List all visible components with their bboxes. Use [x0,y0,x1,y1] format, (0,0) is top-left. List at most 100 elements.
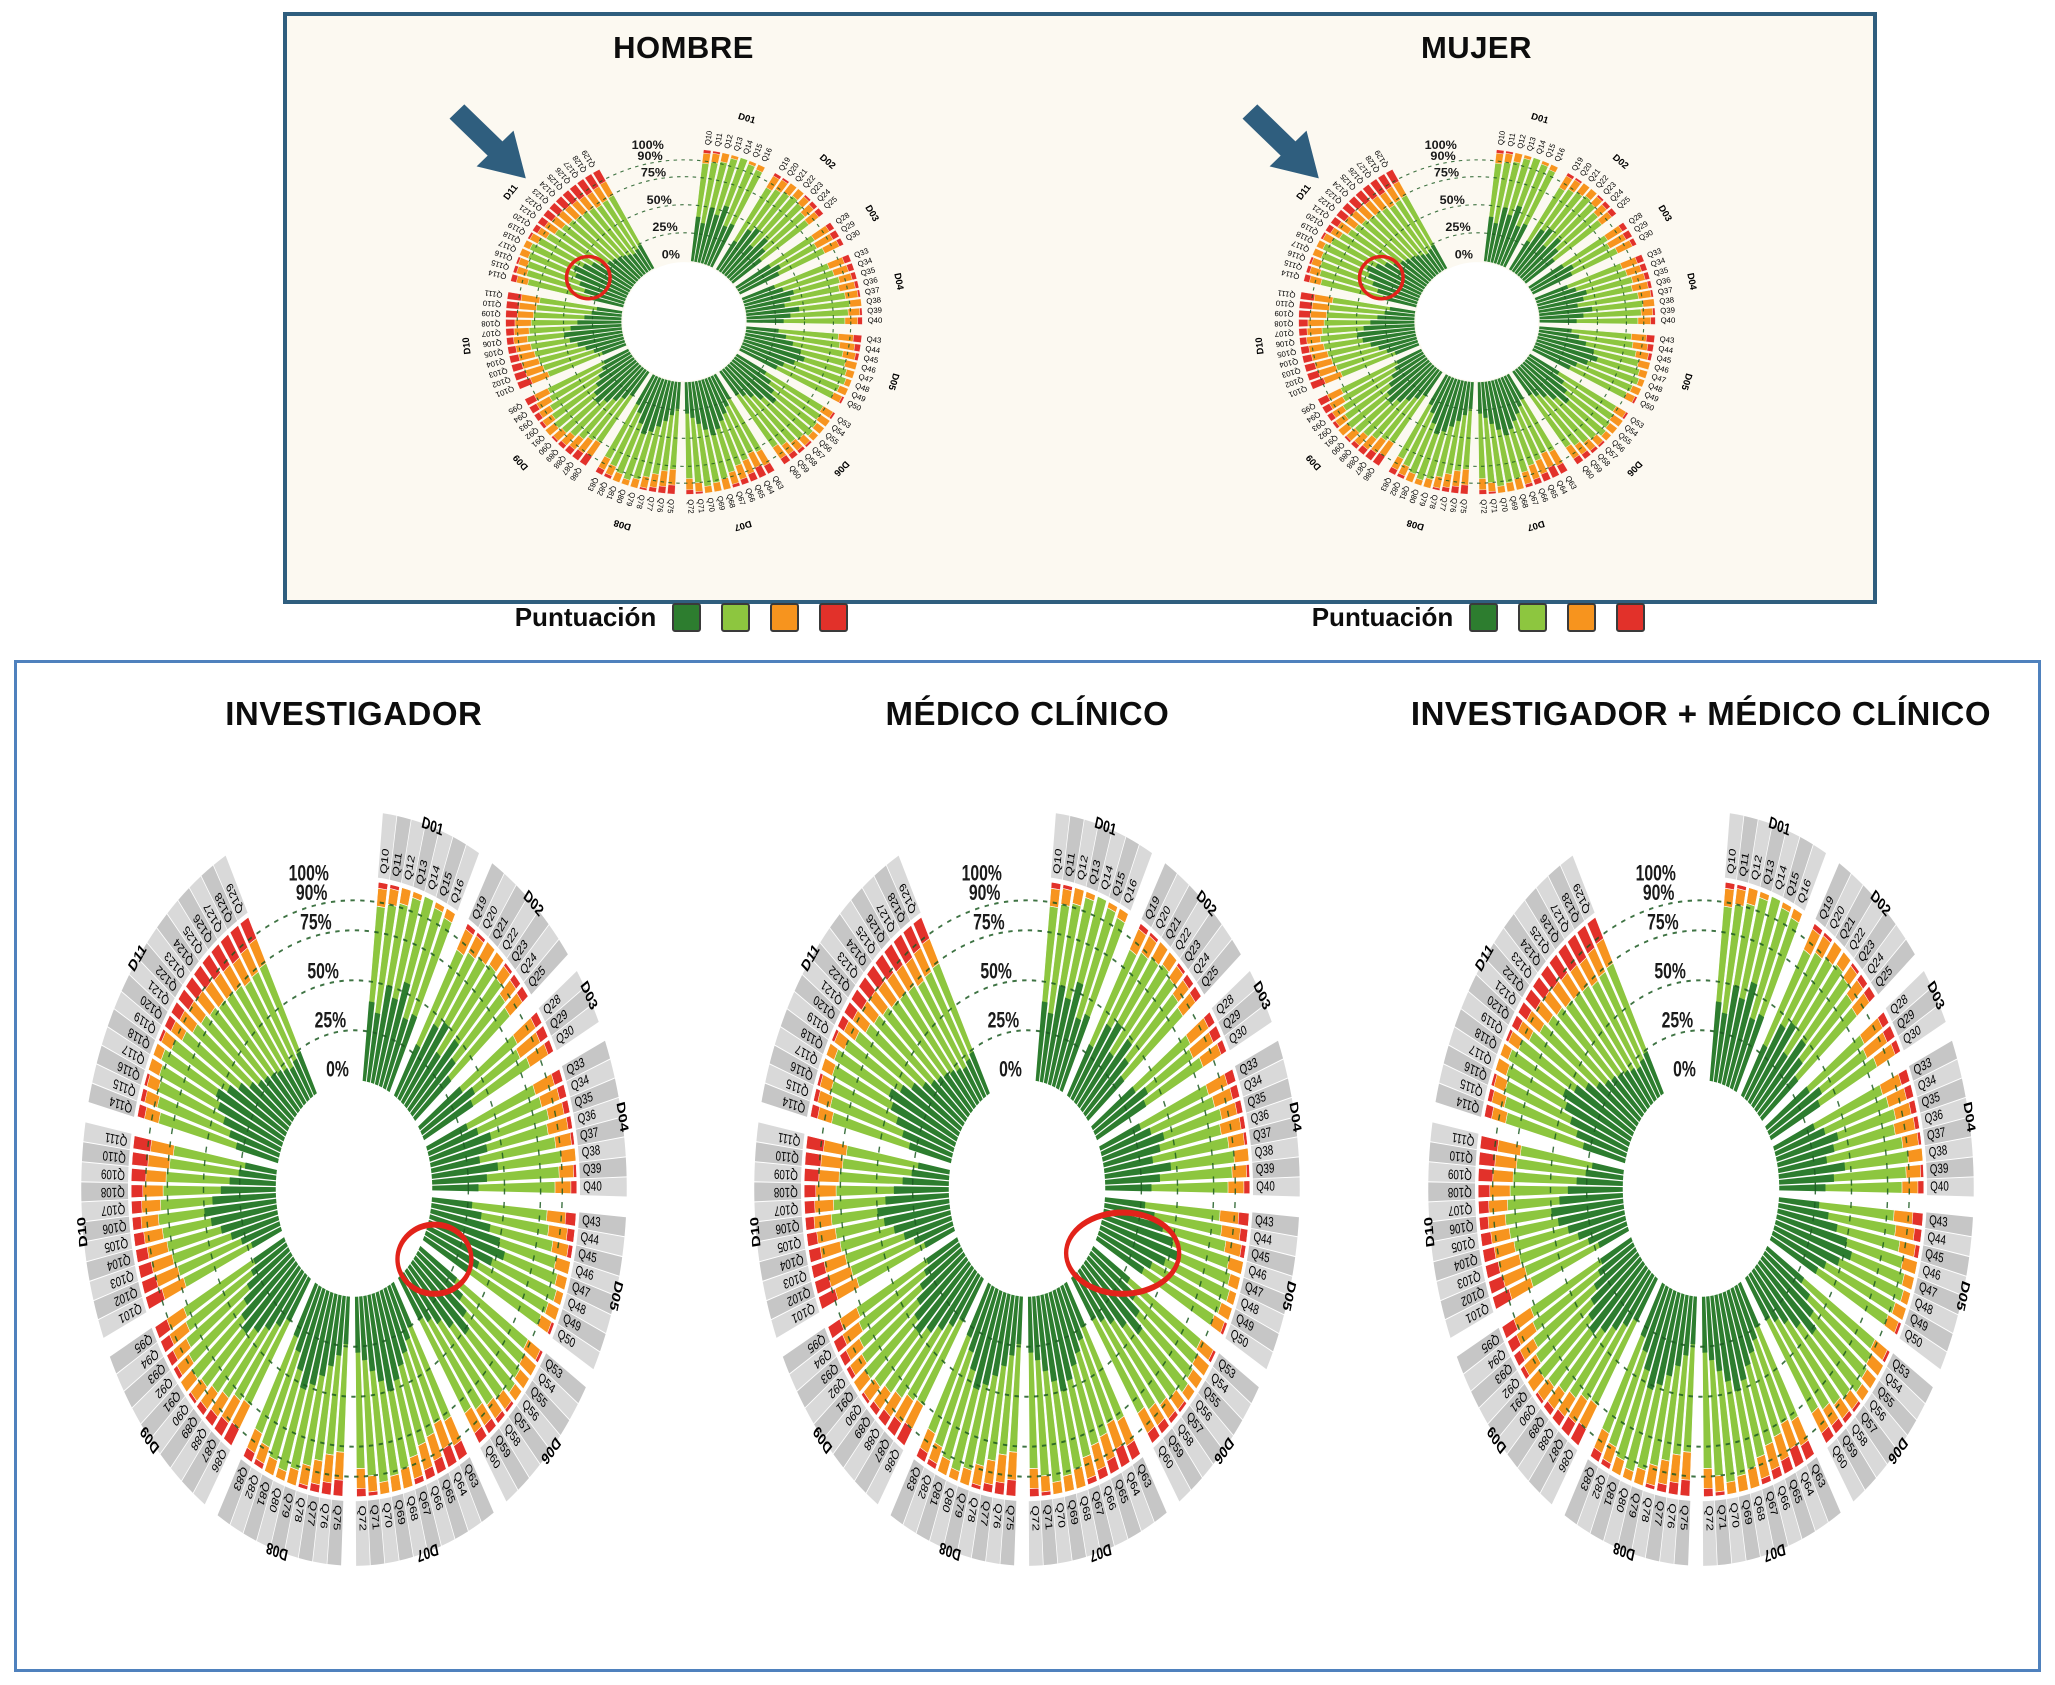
question-label: Q108 [1447,1184,1471,1200]
question-label: Q10 [377,847,391,875]
question-label: Q45 [1655,353,1671,365]
rings-layer [144,899,563,1478]
rings-layer [1309,159,1644,484]
question-label: Q43 [581,1212,601,1231]
question-label: Q37 [1926,1124,1946,1144]
question-label: Q77 [1437,496,1449,512]
percent-tick-label: 25% [1662,1009,1694,1033]
domain-label: D07 [1526,519,1546,534]
chart-hombre: HOMBRE 100% 90% 75% 50% 25% 0% Q10 Q11 Q12 Q13 Q14… [287,16,1080,600]
question-label: Q104 [1277,357,1298,370]
legend-mujer: Puntuación [1080,602,1877,633]
question-label: Q48 [1240,1294,1262,1318]
legend-hombre: Puntuación [283,602,1080,633]
domain-label: D03 [863,203,882,223]
domain-label: D02 [1610,152,1631,171]
question-label: Q43 [1659,335,1675,345]
legend-swatches [1469,603,1646,632]
question-label: Q43 [866,335,882,345]
percent-tick-label: 100% [1424,138,1456,152]
question-label: Q10 [1496,130,1507,145]
question-label: Q71 [1042,1504,1055,1531]
question-label: Q43 [1929,1212,1949,1231]
question-label: Q46 [1248,1262,1269,1284]
percent-tick-label: 50% [981,960,1013,984]
question-label: Q106 [101,1218,126,1238]
question-label: Q111 [483,288,502,299]
domain-label: D10 [749,1216,765,1248]
question-label: Q69 [393,1498,408,1526]
question-label: Q47 [1917,1278,1938,1301]
domain-label: D05 [1679,372,1695,391]
bars-layer [1297,149,1656,495]
percent-tick-label: 100% [1636,862,1676,886]
legend-label: Puntuación [1311,602,1454,632]
score-color-swatch [819,603,849,632]
question-label: Q46 [860,363,877,375]
question-label: Q11 [389,851,404,878]
question-label: Q43 [1255,1212,1275,1231]
question-label: Q107 [774,1201,799,1219]
question-label: Q35 [1920,1088,1941,1110]
bars-layer [504,149,863,495]
question-label: Q39 [582,1160,601,1177]
question-label: Q44 [580,1228,600,1248]
percent-tick-label: 100% [288,862,328,886]
chart-title-medico-clinico: MÉDICO CLÍNICO [885,695,1170,732]
question-label: Q105 [777,1235,803,1256]
question-label: Q11 [1505,132,1517,147]
question-label: Q70 [1498,497,1509,512]
label-band-layer [81,813,627,1566]
domain-labels-layer: D01 D02 D03 D04 D05 D06 D07 D08 D09 D10 D11 [459,110,906,534]
rings-layer [818,899,1237,1478]
chart-mujer: MUJER 100% 90% 75% 50% 25% 0% Q10 Q11 Q12 Q13 Q14 Q… [1080,16,1873,600]
score-color-swatch [770,603,800,632]
question-label: Q76 [1448,498,1459,513]
percent-tick-label: 50% [1439,193,1464,207]
percent-tick-label: 0% [326,1058,349,1082]
question-label: Q72 [685,499,695,514]
question-label: Q71 [695,498,705,513]
question-label: Q77 [978,1499,993,1527]
domain-label: D01 [1529,110,1549,125]
percent-tick-label: 100% [962,862,1002,886]
domain-label: D10 [459,337,472,355]
chart-title-investigador: INVESTIGADOR [225,695,483,732]
question-label: Q70 [381,1501,395,1529]
question-label: Q78 [634,494,646,510]
label-band-layer [1428,813,1974,1566]
question-label: Q44 [864,344,881,355]
question-label: Q104 [1453,1251,1479,1274]
question-label: Q110 [775,1147,800,1166]
domain-label: D04 [1685,272,1699,291]
percent-tick-label: 90% [969,882,1001,906]
question-label: Q77 [1652,1499,1667,1527]
percent-tick-label: 90% [1430,149,1455,163]
percent-axis-layer: 100%90% 75% 50% 25% 0% [631,138,679,262]
chart-canvas-mujer: 100% 90% 75% 50% 25% 0% Q10 Q11 Q12 Q13 Q14 Q15 Q16 Q… [1216,66,1738,572]
question-label: Q72 [356,1505,368,1531]
percent-tick-label: 25% [652,220,677,234]
question-label: Q13 [1087,857,1104,887]
question-label: Q107 [1274,329,1294,339]
question-label: Q71 [1716,1504,1729,1531]
question-label: Q47 [570,1278,591,1301]
percent-axis-layer: 100%90% 75% 50% 25% 0% [1424,138,1472,262]
legend-row: Puntuación Puntuación [283,602,1877,633]
question-label: Q69 [1508,495,1520,511]
top-panel: HOMBRE 100% 90% 75% 50% 25% 0% Q10 Q11 Q12 Q13 Q14… [283,12,1877,604]
question-label: Q46 [574,1262,595,1284]
question-label: Q108 [1274,319,1293,328]
question-label: Q76 [655,498,666,513]
question-label: Q76 [318,1502,332,1530]
question-label: Q12 [401,853,417,882]
percent-tick-label: 50% [1654,960,1686,984]
domain-label: D04 [1287,1100,1304,1133]
question-label: Q45 [1924,1245,1945,1266]
bars-layer [130,881,577,1497]
question-label: Q13 [1761,857,1778,887]
question-label: Q40 [867,316,882,325]
question-label: Q45 [1251,1245,1272,1266]
score-color-swatch [1567,603,1597,632]
percent-tick-label: 0% [1454,248,1472,262]
